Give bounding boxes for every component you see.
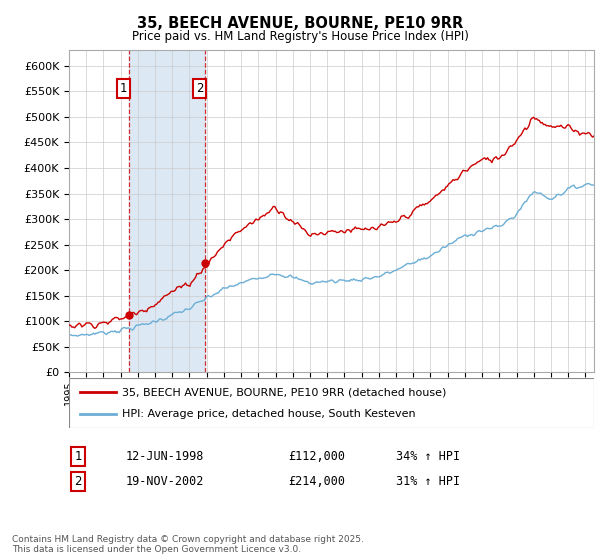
Text: 2: 2 <box>74 475 82 488</box>
Text: HPI: Average price, detached house, South Kesteven: HPI: Average price, detached house, Sout… <box>121 409 415 419</box>
Text: 1: 1 <box>119 82 127 95</box>
Text: £214,000: £214,000 <box>288 475 345 488</box>
Text: 12-JUN-1998: 12-JUN-1998 <box>126 450 205 463</box>
Text: 34% ↑ HPI: 34% ↑ HPI <box>396 450 460 463</box>
Text: Price paid vs. HM Land Registry's House Price Index (HPI): Price paid vs. HM Land Registry's House … <box>131 30 469 43</box>
Text: 1: 1 <box>74 450 82 463</box>
Text: 35, BEECH AVENUE, BOURNE, PE10 9RR: 35, BEECH AVENUE, BOURNE, PE10 9RR <box>137 16 463 31</box>
Bar <box>128 50 205 372</box>
Text: Contains HM Land Registry data © Crown copyright and database right 2025.
This d: Contains HM Land Registry data © Crown c… <box>12 535 364 554</box>
Text: 2: 2 <box>196 82 203 95</box>
Text: £112,000: £112,000 <box>288 450 345 463</box>
Text: 19-NOV-2002: 19-NOV-2002 <box>126 475 205 488</box>
Text: 31% ↑ HPI: 31% ↑ HPI <box>396 475 460 488</box>
Text: 35, BEECH AVENUE, BOURNE, PE10 9RR (detached house): 35, BEECH AVENUE, BOURNE, PE10 9RR (deta… <box>121 387 446 397</box>
